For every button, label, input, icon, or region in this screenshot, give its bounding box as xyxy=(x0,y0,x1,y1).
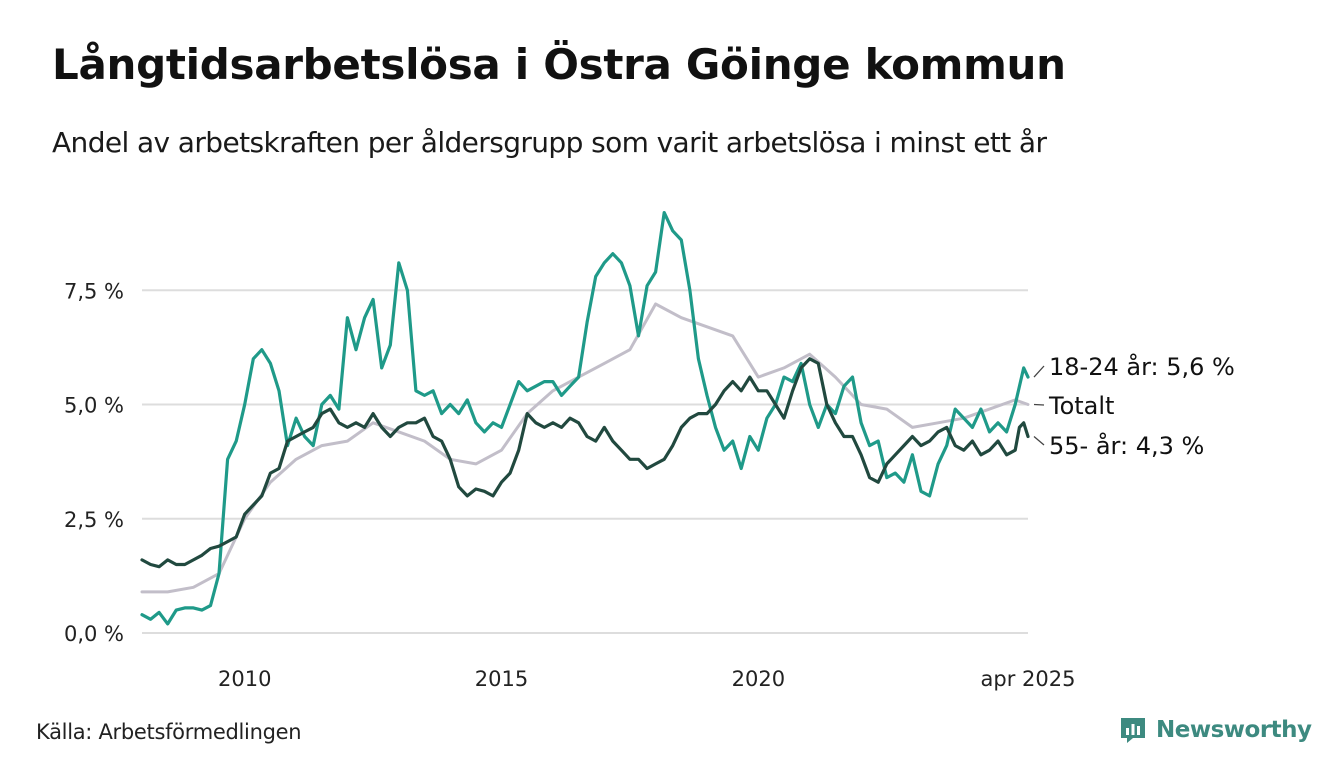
bar-chart-icon xyxy=(1121,718,1145,743)
series-line-old xyxy=(140,357,1030,569)
y-tick-label: 2,5 % xyxy=(64,508,124,532)
series-end-label-young: 18-24 år: 5,6 % xyxy=(1049,352,1235,381)
y-tick-label: 5,0 % xyxy=(64,394,124,418)
series-end-label-old: 55- år: 4,3 % xyxy=(1049,431,1204,460)
series-line-young xyxy=(140,211,1030,626)
label-connector xyxy=(1033,403,1045,406)
chart-title: Långtidsarbetslösa i Östra Göinge kommun xyxy=(52,40,1066,89)
series-labels: Totalt 18-24 år: 5,6 % 55- år: 4,3 % xyxy=(1033,352,1235,460)
chart-subtitle: Andel av arbetskraften per åldersgrupp s… xyxy=(52,126,1047,159)
label-connector xyxy=(1033,435,1045,446)
y-tick-label: 7,5 % xyxy=(64,279,124,303)
x-tick-label: 2015 xyxy=(475,667,528,691)
brand-name: Newsworthy xyxy=(1156,717,1312,743)
source-note: Källa: Arbetsförmedlingen xyxy=(36,720,302,744)
series-end-label-total: Totalt xyxy=(1048,392,1114,420)
grid-lines xyxy=(142,289,1028,634)
y-tick-label: 0,0 % xyxy=(64,622,124,646)
x-tick-label: 2010 xyxy=(218,667,271,691)
label-connector xyxy=(1033,365,1045,378)
x-axis: 2010 2015 2020 apr 2025 xyxy=(218,667,1075,691)
x-tick-label: 2020 xyxy=(732,667,785,691)
y-axis: 0,0 % 2,5 % 5,0 % 7,5 % xyxy=(64,279,124,646)
newsworthy-logo: Newsworthy xyxy=(1118,714,1312,746)
series-lines xyxy=(140,211,1030,626)
x-tick-label: apr 2025 xyxy=(981,667,1076,691)
series-line-total xyxy=(140,302,1030,594)
